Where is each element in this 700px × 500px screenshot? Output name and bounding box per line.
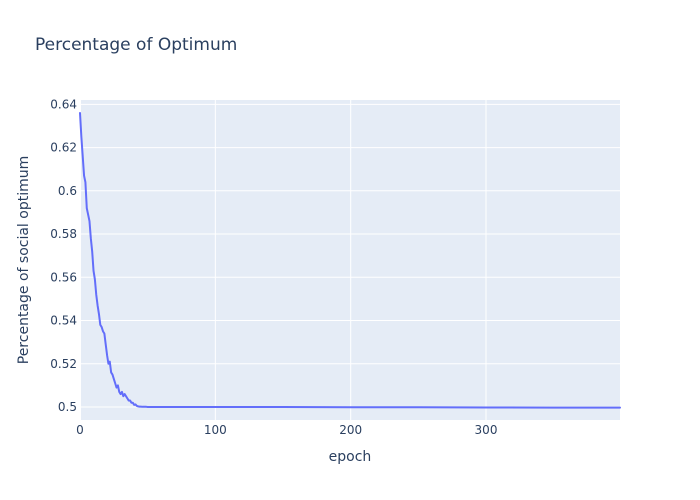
- x-tick-label: 200: [339, 423, 362, 437]
- plot-area: [80, 100, 620, 420]
- x-tick-label: 0: [76, 423, 84, 437]
- y-tick-label: 0.62: [50, 141, 77, 155]
- y-tick-label: 0.5: [58, 400, 77, 414]
- series-layer: [79, 111, 621, 409]
- y-tick-label: 0.64: [50, 97, 77, 111]
- x-axis-title: epoch: [329, 449, 372, 465]
- y-tick-label: 0.6: [58, 184, 77, 198]
- y-tick-label: 0.58: [50, 227, 77, 241]
- y-axis-title: Percentage of social optimum: [16, 156, 32, 365]
- series-line: [79, 111, 621, 409]
- tick-labels: 0.5 0.52 0.54 0.56 0.58 0.6 0.62 0.64 0 100 200 300: [50, 97, 497, 437]
- y-tick-label: 0.52: [50, 357, 77, 371]
- x-tick-label: 300: [475, 423, 498, 437]
- y-tick-label: 0.54: [50, 314, 77, 328]
- y-tick-label: 0.56: [50, 270, 77, 284]
- chart-title: Percentage of Optimum: [35, 35, 237, 55]
- grid-lines: [79, 100, 620, 420]
- x-tick-label: 100: [204, 423, 227, 437]
